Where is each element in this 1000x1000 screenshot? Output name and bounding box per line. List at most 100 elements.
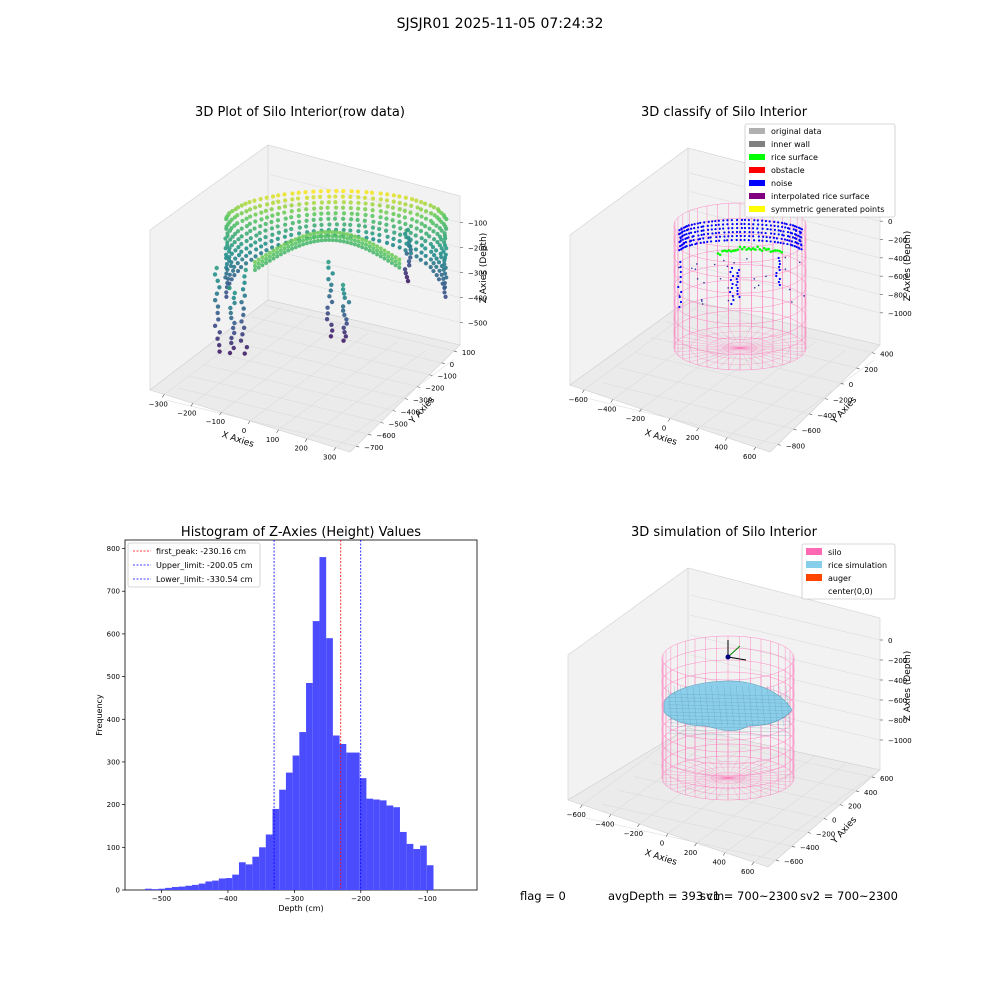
raw-data-point bbox=[301, 234, 306, 239]
raw-data-point bbox=[235, 268, 241, 274]
noise-point bbox=[784, 226, 787, 229]
noise-point bbox=[743, 238, 746, 242]
raw-data-point bbox=[297, 202, 302, 207]
noise-point bbox=[731, 227, 734, 230]
noise-point bbox=[773, 220, 776, 223]
noise-point bbox=[736, 292, 739, 296]
raw-data-point bbox=[391, 193, 397, 198]
raw-y-ticks: 100 0 −100 −200 −300 −400 −500 −600 −700 bbox=[356, 349, 475, 452]
raw-z-axis-label: Z Axies (Depth) bbox=[479, 233, 489, 304]
raw-data-point bbox=[397, 194, 402, 199]
noise-point bbox=[726, 219, 729, 222]
raw-data-point bbox=[341, 216, 346, 222]
raw-chart-title: 3D Plot of Silo Interior(row data) bbox=[195, 105, 405, 120]
legend-swatch-symmetric-generated-points bbox=[749, 206, 765, 212]
classify-x-tick-label: 200 bbox=[686, 434, 699, 442]
noise-point bbox=[679, 265, 682, 269]
noise-point bbox=[678, 229, 681, 232]
raw-data-point bbox=[442, 285, 448, 290]
raw-x-tick-label: 100 bbox=[266, 436, 279, 444]
noise-point bbox=[736, 286, 739, 290]
noise-point bbox=[789, 288, 791, 291]
raw-y-tick-label: −300 bbox=[413, 397, 432, 405]
raw-data-point bbox=[260, 255, 265, 260]
noise-point bbox=[757, 231, 760, 234]
rice-surface-point bbox=[718, 253, 722, 257]
raw-data-point bbox=[267, 254, 272, 259]
noise-point bbox=[753, 219, 756, 222]
noise-point bbox=[685, 233, 688, 236]
raw-data-point bbox=[364, 242, 368, 247]
noise-point bbox=[711, 220, 714, 223]
raw-data-point bbox=[232, 320, 237, 326]
noise-point bbox=[786, 238, 789, 242]
raw-data-point bbox=[297, 243, 302, 248]
raw-data-point bbox=[257, 237, 263, 242]
raw-data-point bbox=[286, 248, 291, 253]
classify-x-tick-label: −600 bbox=[569, 396, 588, 404]
raw-data-point bbox=[378, 254, 383, 259]
raw-data-point bbox=[311, 200, 317, 206]
noise-point bbox=[783, 222, 786, 225]
raw-data-point bbox=[385, 192, 390, 197]
raw-data-point bbox=[408, 251, 414, 256]
noise-point bbox=[679, 280, 682, 284]
hist-bar bbox=[272, 808, 280, 890]
noise-point bbox=[714, 219, 717, 223]
noise-point bbox=[684, 237, 687, 240]
raw-data-point bbox=[326, 188, 331, 194]
rice-surface-mesh-line bbox=[736, 685, 741, 727]
raw-data-point bbox=[342, 222, 347, 227]
hist-bar bbox=[205, 881, 213, 890]
rice-surface-point bbox=[780, 250, 784, 254]
noise-point bbox=[710, 228, 713, 231]
raw-data-point bbox=[407, 239, 412, 244]
sim-y-tick-label: 200 bbox=[848, 803, 861, 811]
rice-surface-point bbox=[727, 249, 731, 252]
noise-point bbox=[778, 262, 781, 266]
rice-surface-point bbox=[778, 249, 781, 253]
raw-data-point bbox=[229, 243, 234, 248]
noise-point bbox=[714, 223, 717, 227]
noise-point bbox=[761, 239, 764, 242]
raw-data-point bbox=[360, 237, 365, 242]
raw-data-point bbox=[418, 207, 424, 212]
raw-data-point bbox=[293, 245, 298, 250]
raw-data-point bbox=[270, 213, 275, 218]
raw-data-point bbox=[338, 238, 343, 243]
panel-raw-3d: 3D Plot of Silo Interior(row data) −300−… bbox=[149, 105, 489, 462]
raw-data-point bbox=[286, 244, 291, 249]
raw-data-point bbox=[264, 248, 269, 253]
raw-data-point bbox=[340, 287, 346, 292]
raw-data-point bbox=[323, 234, 328, 239]
classify-z-tick-label: −400 bbox=[888, 255, 907, 263]
raw-data-point bbox=[212, 272, 218, 277]
raw-data-point bbox=[217, 285, 222, 290]
raw-data-point bbox=[352, 234, 357, 239]
raw-data-point bbox=[443, 236, 448, 241]
hist-bar bbox=[420, 845, 427, 890]
hist-bar bbox=[238, 862, 246, 890]
raw-data-point bbox=[318, 194, 323, 199]
raw-data-point bbox=[212, 297, 218, 303]
legend-label-upper-limit: Upper_limit: -200.05 cm bbox=[156, 561, 253, 570]
raw-data-point bbox=[315, 234, 320, 239]
raw-data-point bbox=[422, 201, 428, 206]
noise-point bbox=[721, 223, 725, 226]
noise-point bbox=[707, 236, 710, 239]
raw-data-point bbox=[360, 241, 365, 246]
raw-data-point bbox=[227, 272, 232, 277]
sim-silo-floor-ring bbox=[694, 766, 762, 790]
hist-bar bbox=[346, 752, 354, 890]
noise-point bbox=[702, 229, 705, 232]
raw-data-point bbox=[304, 237, 309, 242]
raw-data-point bbox=[232, 223, 237, 228]
raw-data-point bbox=[349, 241, 354, 246]
noise-point bbox=[678, 305, 681, 309]
raw-data-point bbox=[370, 196, 376, 201]
noise-point bbox=[795, 225, 798, 228]
raw-data-point bbox=[396, 213, 401, 218]
hist-x-tick-label: −200 bbox=[351, 895, 370, 903]
